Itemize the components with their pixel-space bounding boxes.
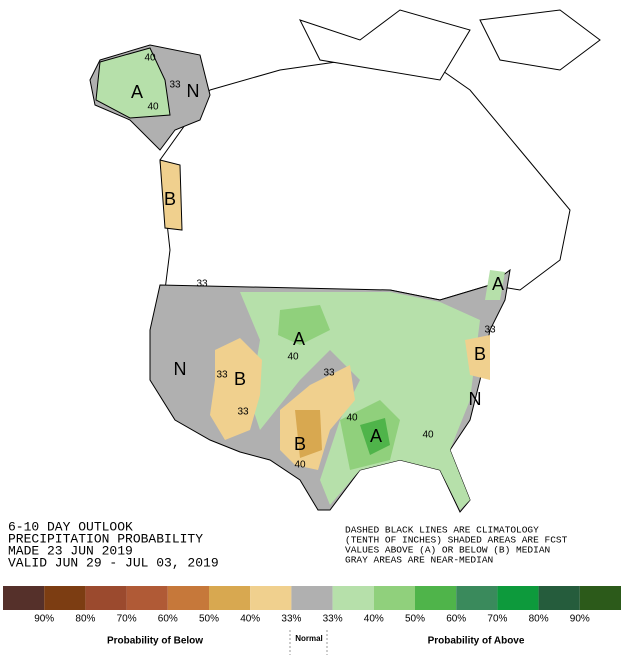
legend-title: Probability of Below [107, 636, 203, 647]
map-label: 33 [237, 407, 249, 418]
legend-title: Normal [295, 634, 323, 643]
map-label: 40 [147, 102, 159, 113]
map-label: 40 [287, 352, 299, 363]
legend-note: (TENTH OF INCHES) SHADED AREAS ARE FCST [345, 535, 568, 546]
legend-swatch [332, 586, 374, 610]
map-label: B [234, 369, 246, 389]
map-label: B [164, 189, 176, 209]
legend: 90% 80% 70% 60% 50% 40% 33% 33% 40% 50% 60% 70% 80% 9… [3, 586, 621, 647]
legend-label: 70% [487, 614, 507, 625]
legend-label: 60% [158, 614, 178, 625]
outlook-info: PRECIPITATION PROBABILITY [8, 531, 203, 546]
map-label: B [474, 344, 486, 364]
map-label: 40 [422, 430, 434, 441]
legend-note: VALUES ABOVE (A) OR BELOW (B) MEDIAN [345, 545, 550, 556]
outlook-info: 6-10 DAY OUTLOOK [8, 519, 133, 534]
legend-swatch [579, 586, 621, 610]
legend-label: 33% [323, 614, 343, 625]
legend-label: 90% [570, 614, 590, 625]
map-label: A [293, 329, 305, 349]
map-label: 33 [323, 368, 335, 379]
legend-swatch [456, 586, 498, 610]
legend-swatch [44, 586, 86, 610]
legend-swatch [209, 586, 251, 610]
map-label: A [370, 426, 382, 446]
map-label: B [294, 434, 306, 454]
legend-label: 50% [199, 614, 219, 625]
legend-swatch [538, 586, 580, 610]
legend-swatch [497, 586, 539, 610]
map-label: 40 [346, 413, 358, 424]
map-labels: 40 A 40 33 N B 33 A 40 33 N 33 B 33 B 40 40 A 40 N B 33 A [131, 53, 504, 471]
map-label: 33 [484, 325, 496, 336]
map-label: A [492, 274, 504, 294]
legend-label: 50% [405, 614, 425, 625]
legend-label: 40% [364, 614, 384, 625]
map-label: 40 [294, 460, 306, 471]
legend-label: 40% [240, 614, 260, 625]
outlook-info: MADE 23 JUN 2019 [8, 543, 133, 558]
legend-label: 60% [446, 614, 466, 625]
legend-swatch [3, 586, 45, 610]
map-label: N [174, 359, 187, 379]
legend-swatch [250, 586, 292, 610]
map-label: 40 [144, 53, 156, 64]
legend-swatch [373, 586, 415, 610]
legend-swatch [126, 586, 168, 610]
map-label: N [187, 81, 200, 101]
map-label: A [131, 82, 143, 102]
legend-label: 33% [281, 614, 301, 625]
legend-note: DASHED BLACK LINES ARE CLIMATOLOGY [345, 525, 539, 536]
map-label: 33 [196, 279, 208, 290]
legend-swatch [415, 586, 457, 610]
map-label: 33 [216, 370, 228, 381]
outlook-info: VALID JUN 29 - JUL 03, 2019 [8, 555, 219, 570]
legend-label: 80% [75, 614, 95, 625]
map-label: N [469, 389, 482, 409]
legend-note: GRAY AREAS ARE NEAR-MEDIAN [345, 555, 493, 566]
legend-label: 70% [117, 614, 137, 625]
basemap [89, 9, 601, 513]
legend-swatch [291, 586, 333, 610]
map-label: 33 [169, 80, 181, 91]
legend-swatch [85, 586, 127, 610]
legend-title: Probability of Above [428, 636, 525, 647]
legend-label: 90% [34, 614, 54, 625]
legend-label: 80% [529, 614, 549, 625]
legend-swatch [167, 586, 209, 610]
